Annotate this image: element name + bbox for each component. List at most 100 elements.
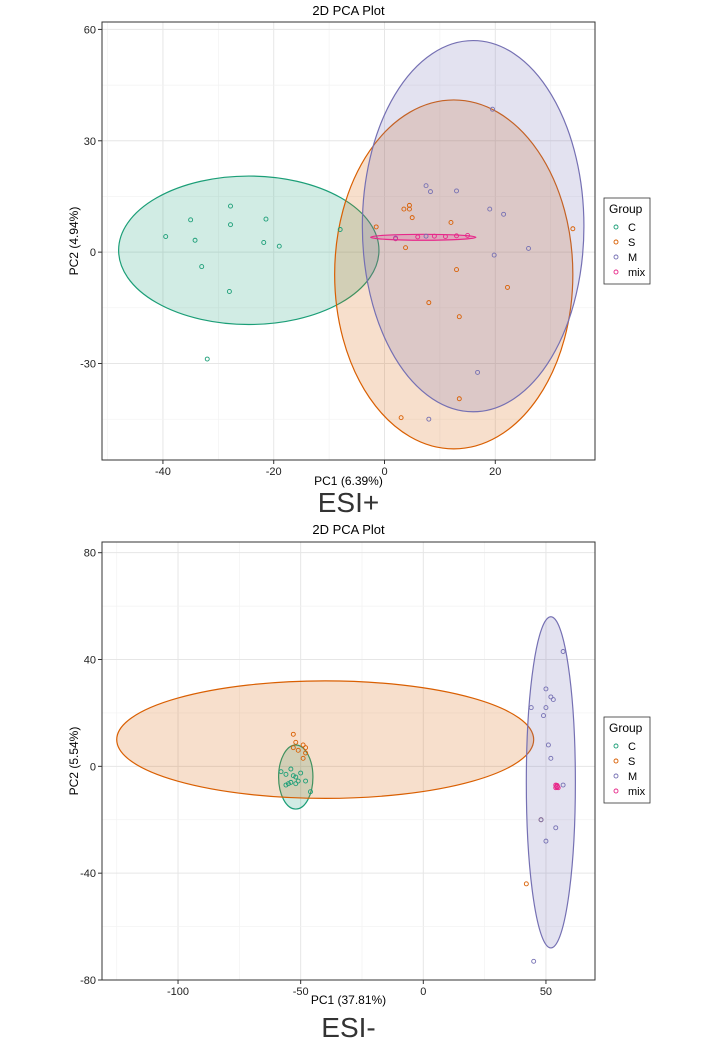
x-axis-title: PC1 (37.81%) — [311, 993, 386, 1007]
confidence-ellipse-C — [118, 175, 380, 326]
data-point-M — [548, 694, 554, 700]
data-point-S — [505, 284, 510, 290]
data-point-C — [290, 773, 296, 779]
data-point-mix — [555, 785, 561, 791]
data-point-M — [454, 188, 459, 194]
legend-key-C — [613, 224, 619, 230]
legend-title: Group — [609, 721, 643, 735]
legend-key-S — [613, 239, 619, 245]
data-point-M — [550, 697, 556, 703]
legend-label-S: S — [628, 756, 635, 768]
plot-border — [101, 541, 596, 981]
x-tick-label: 50 — [540, 986, 552, 998]
data-point-mix — [465, 232, 471, 238]
data-point-mix — [442, 234, 448, 239]
legend-title: Group — [609, 202, 643, 216]
x-tick-label: 0 — [420, 986, 426, 998]
confidence-ellipse-C — [277, 744, 314, 810]
data-point-S — [303, 750, 309, 756]
data-point-S — [406, 206, 412, 212]
legend-key-M — [613, 254, 619, 260]
data-point-S — [570, 226, 576, 232]
data-point-C — [192, 237, 198, 243]
pca-chart-2: -100 -50 0 50 -80 -40 0 40 80 2D PCA Plot PC1 (37.… — [67, 522, 651, 1040]
legend-label-mix: mix — [628, 786, 646, 798]
data-point-mix — [554, 783, 560, 789]
data-point-mix — [553, 782, 559, 788]
plot-background — [102, 542, 595, 980]
x-tick-label: -50 — [293, 986, 309, 998]
data-point-C — [163, 234, 169, 239]
data-point-C — [228, 203, 233, 209]
legend-label-C: C — [628, 222, 636, 234]
data-point-S — [401, 206, 407, 212]
data-point-M — [490, 106, 495, 112]
data-point-S — [300, 742, 306, 748]
data-point-S — [523, 881, 529, 887]
data-point-S — [456, 396, 462, 402]
plot-border — [101, 21, 596, 461]
plot-content — [116, 616, 576, 964]
data-point-mix — [393, 236, 399, 242]
data-point-M — [501, 211, 507, 217]
data-point-M — [423, 233, 429, 239]
y-tick-label: 0 — [90, 247, 96, 259]
confidence-ellipse-M — [525, 616, 576, 949]
data-point-C — [283, 771, 289, 777]
data-point-C — [298, 770, 304, 776]
y-tick-label: 0 — [90, 761, 96, 773]
data-point-S — [303, 745, 309, 751]
data-point-C — [204, 356, 210, 362]
data-point-M — [491, 252, 497, 258]
legend-label-C: C — [628, 741, 636, 753]
legend-key-mix — [613, 269, 619, 275]
panel-label: ESI- — [321, 1012, 375, 1040]
confidence-ellipse-S — [334, 99, 574, 450]
x-tick-label: -100 — [167, 986, 189, 998]
data-point-S — [409, 215, 415, 221]
y-tick-label: 80 — [84, 548, 96, 560]
gridlines — [102, 22, 595, 460]
data-point-C — [285, 781, 291, 787]
data-point-C — [261, 240, 267, 245]
data-point-C — [288, 779, 294, 785]
data-point-C — [295, 778, 301, 784]
data-point-C — [293, 774, 299, 780]
y-axis-title: PC2 (4.94%) — [67, 207, 81, 276]
data-point-M — [543, 705, 549, 711]
data-point-C — [283, 782, 289, 788]
data-point-S — [398, 415, 404, 421]
data-point-M — [548, 755, 554, 761]
data-point-S — [373, 224, 379, 230]
data-point-S — [300, 755, 306, 761]
panel-label: ESI+ — [318, 487, 379, 518]
data-point-S — [290, 745, 296, 751]
data-point-C — [303, 778, 309, 784]
data-point-mix — [553, 785, 559, 791]
legend-key-mix — [613, 788, 619, 794]
data-point-C — [263, 216, 269, 222]
data-point-C — [337, 227, 343, 232]
data-point-S — [295, 747, 301, 753]
legend-box — [603, 716, 651, 804]
plot-content — [118, 39, 585, 450]
data-point-C — [276, 243, 282, 249]
legend-key-C — [613, 743, 619, 749]
data-point-mix — [454, 233, 459, 239]
x-tick-label: -20 — [266, 466, 282, 478]
data-point-M — [560, 649, 566, 654]
confidence-ellipse-M — [361, 39, 585, 413]
data-point-M — [531, 958, 537, 964]
confidence-ellipse-S — [116, 680, 535, 799]
x-tick-label: -40 — [155, 466, 171, 478]
data-point-M — [541, 713, 546, 719]
x-axis-title: PC1 (6.39%) — [314, 474, 383, 488]
data-point-M — [528, 705, 534, 711]
data-point-mix — [431, 233, 437, 239]
data-point-S — [454, 267, 459, 273]
data-point-mix — [415, 234, 421, 240]
data-point-M — [423, 183, 429, 189]
y-tick-label: 40 — [84, 655, 96, 667]
